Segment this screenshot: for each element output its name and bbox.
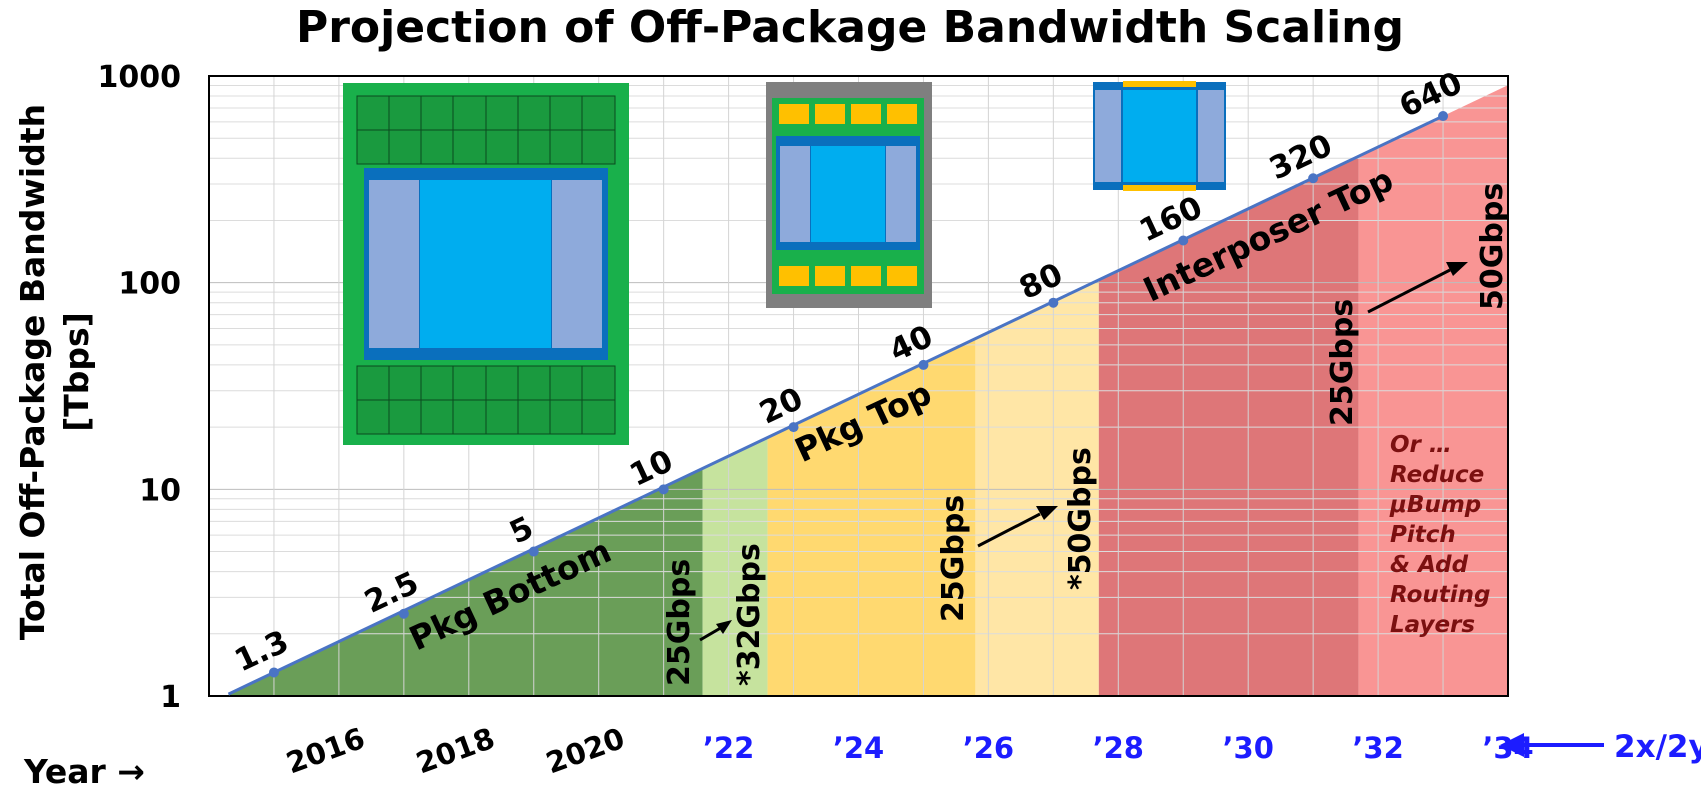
note-line: & Add — [1390, 552, 1469, 578]
package-bottom-illustration — [343, 83, 629, 445]
region-1 — [702, 437, 768, 696]
note-line: Pitch — [1390, 522, 1456, 548]
x-tick-label: ’24 — [833, 731, 884, 765]
note-line: Reduce — [1390, 462, 1484, 488]
annotation-1-to: *32Gbps — [732, 543, 767, 686]
region-4 — [1098, 156, 1359, 697]
trend-note-label: 2x/2y — [1614, 729, 1701, 765]
annotation-3-from: 25Gbps — [1325, 299, 1360, 426]
x-tick-label: 2016 — [282, 721, 369, 781]
x-tick-label: ’28 — [1093, 731, 1144, 765]
data-point — [1308, 173, 1319, 184]
data-point — [398, 608, 409, 619]
x-tick-label: 2020 — [542, 721, 629, 781]
note-line: Or … — [1390, 432, 1452, 458]
note-line: Routing — [1390, 582, 1490, 608]
note-line: Layers — [1390, 612, 1475, 638]
annotation-1-arrow — [699, 620, 732, 642]
data-point — [528, 546, 539, 557]
y-axis-label-line1: Total Off-Package Bandwidth — [13, 104, 52, 640]
trend-line — [227, 114, 1444, 696]
trend-note-arrowhead — [1500, 733, 1524, 757]
data-point — [658, 484, 669, 495]
data-point — [788, 422, 799, 433]
data-point — [268, 667, 279, 678]
y-tick-label: 10 — [139, 473, 181, 508]
annotation-2-to: *50Gbps — [1063, 447, 1098, 590]
y-tick-label: 1000 — [98, 60, 182, 95]
trend-note: 2x/2y — [1500, 729, 1701, 765]
plot-frame — [208, 75, 1509, 697]
x-tick-label: ’30 — [1223, 731, 1274, 765]
x-tick-label: 2018 — [412, 721, 499, 781]
data-point — [918, 359, 929, 370]
annotation-1-from: 25Gbps — [662, 559, 697, 686]
data-point — [1438, 111, 1449, 122]
data-point — [1048, 297, 1059, 308]
y-tick-label: 1 — [160, 680, 181, 715]
x-axis-year-label: Year → — [23, 752, 145, 791]
note-line: μBump — [1389, 492, 1481, 518]
x-tick-label: ’32 — [1352, 731, 1403, 765]
region-3 — [975, 279, 1099, 696]
x-tick-label: ’22 — [703, 731, 754, 765]
data-point — [1178, 235, 1189, 246]
interposer-illustration — [1093, 81, 1226, 191]
chart-title: Projection of Off-Package Bandwidth Scal… — [296, 2, 1404, 53]
annotation-2-from: 25Gbps — [936, 495, 971, 622]
y-tick-layer: 1 10 100 1000 — [98, 60, 182, 715]
annotation-3-arrow — [1367, 262, 1468, 314]
y-tick-label: 100 — [118, 267, 181, 302]
y-axis-label-line2: [Tbps] — [57, 312, 96, 432]
annotation-2-arrow — [977, 506, 1058, 548]
package-top-illustration — [766, 82, 932, 308]
annotation-3-to: 50Gbps — [1475, 183, 1510, 310]
note-block: Or … Reduce μBump Pitch & Add Routing Layers — [1389, 432, 1490, 638]
x-tick-label: ’26 — [963, 731, 1014, 765]
